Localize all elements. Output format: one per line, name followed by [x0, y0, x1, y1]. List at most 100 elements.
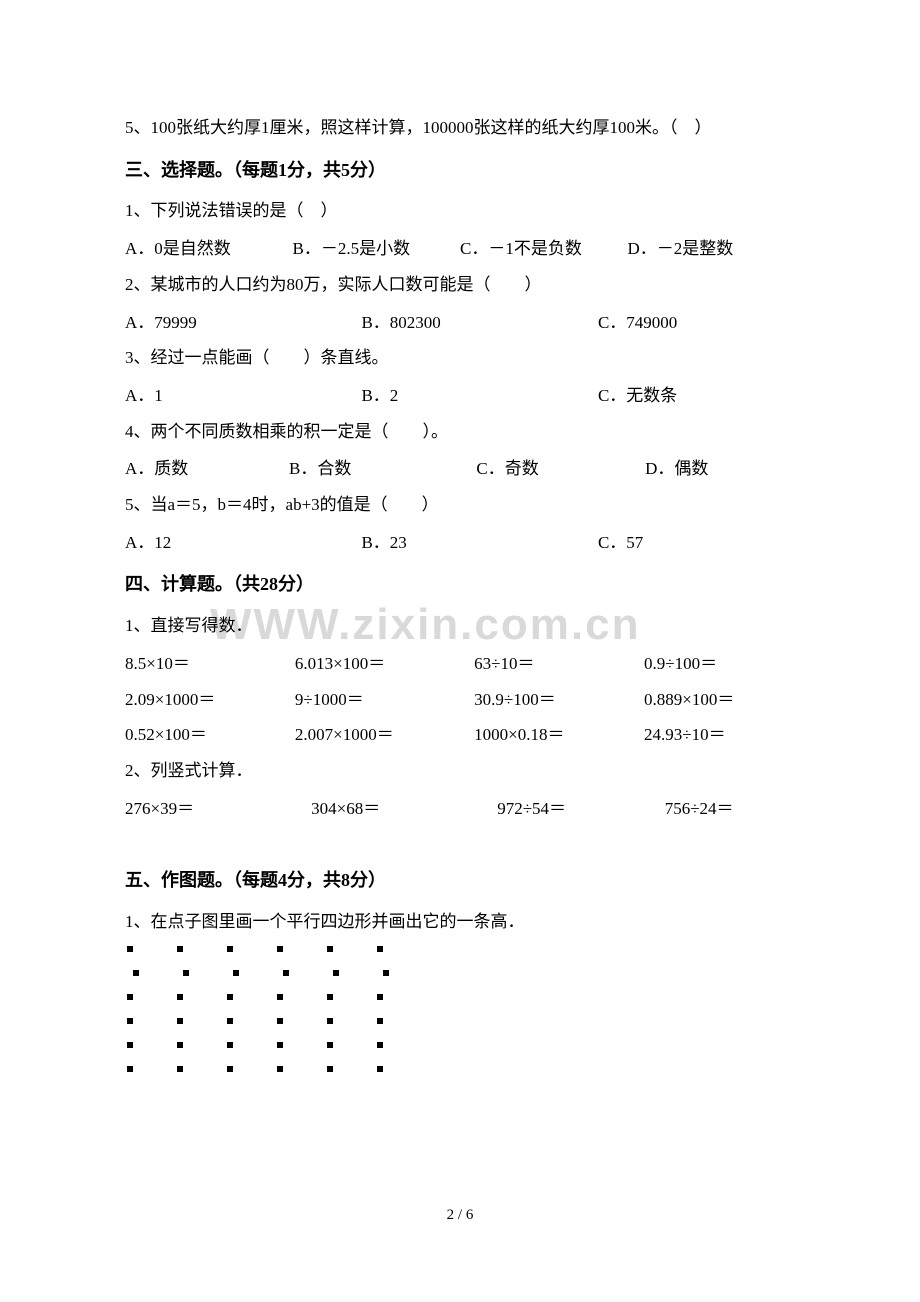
choice-3-3-a: A．1 — [125, 378, 361, 414]
dot-row — [125, 1066, 795, 1072]
choice-3-1-b: B．－2.5是小数 — [293, 231, 461, 267]
dot — [177, 1042, 183, 1048]
question-3-3: 3、经过一点能画（ ）条直线。 — [125, 340, 795, 376]
choice-3-4-c: C．奇数 — [476, 451, 645, 487]
choice-3-3-b: B．2 — [361, 378, 597, 414]
dot-row — [125, 970, 795, 976]
dot — [133, 970, 139, 976]
dot — [127, 1018, 133, 1024]
question-3-1: 1、下列说法错误的是（ ） — [125, 193, 795, 229]
dot — [327, 1042, 333, 1048]
vertical-calc-row: 276×39＝ 304×68＝ 972÷54＝ 756÷24＝ — [125, 791, 795, 827]
calc-row-2: 2.09×1000＝ 9÷1000＝ 30.9÷100＝ 0.889×100＝ — [125, 682, 795, 718]
question-3-4: 4、两个不同质数相乘的积一定是（ ）。 — [125, 414, 795, 450]
dot — [327, 994, 333, 1000]
section-5-heading: 五、作图题。（每题4分，共8分） — [125, 862, 795, 900]
dot-grid — [125, 946, 795, 1072]
dot — [127, 946, 133, 952]
dot-row — [125, 1042, 795, 1048]
question-3-5: 5、当a＝5，b＝4时，ab+3的值是（ ） — [125, 487, 795, 523]
section-3-heading: 三、选择题。（每题1分，共5分） — [125, 152, 795, 190]
dot — [277, 1042, 283, 1048]
question-4-2: 2、列竖式计算． — [125, 753, 795, 789]
question-5-1: 1、在点子图里画一个平行四边形并画出它的一条高． — [125, 904, 795, 940]
calc-r1c1: 8.5×10＝ — [125, 646, 295, 682]
dot — [177, 1018, 183, 1024]
dot — [177, 994, 183, 1000]
spacing — [125, 826, 795, 856]
dot — [183, 970, 189, 976]
dot-row — [125, 994, 795, 1000]
calc-r2c1: 2.09×1000＝ — [125, 682, 295, 718]
choice-3-2-a: A．79999 — [125, 305, 361, 341]
calc-row-3: 0.52×100＝ 2.007×1000＝ 1000×0.18＝ 24.93÷1… — [125, 717, 795, 753]
vert-3: 972÷54＝ — [497, 791, 665, 827]
calc-r2c3: 30.9÷100＝ — [474, 682, 644, 718]
dot — [377, 994, 383, 1000]
dot — [277, 1018, 283, 1024]
page-footer: 2 / 6 — [0, 1207, 920, 1224]
calc-r2c2: 9÷1000＝ — [295, 682, 474, 718]
choice-3-3-c: C．无数条 — [598, 378, 795, 414]
dot — [227, 1066, 233, 1072]
dot — [377, 1042, 383, 1048]
dot — [177, 946, 183, 952]
page-content: 5、100张纸大约厚1厘米，照这样计算，100000张这样的纸大约厚100米。（… — [0, 0, 920, 1072]
dot-row — [125, 946, 795, 952]
question-4-1: 1、直接写得数． — [125, 608, 795, 644]
question-2-5: 5、100张纸大约厚1厘米，照这样计算，100000张这样的纸大约厚100米。（… — [125, 110, 795, 146]
dot — [233, 970, 239, 976]
question-3-2: 2、某城市的人口约为80万，实际人口数可能是（ ） — [125, 267, 795, 303]
question-3-1-choices: A．0是自然数 B．－2.5是小数 C．－1不是负数 D．－2是整数 — [125, 231, 795, 267]
choice-3-1-c: C．－1不是负数 — [460, 231, 628, 267]
choice-3-4-a: A．质数 — [125, 451, 289, 487]
calc-r3c4: 24.93÷10＝ — [644, 717, 795, 753]
calc-r1c2: 6.013×100＝ — [295, 646, 474, 682]
calc-r2c4: 0.889×100＝ — [644, 682, 795, 718]
dot — [127, 1066, 133, 1072]
dot — [377, 1018, 383, 1024]
dot — [327, 1018, 333, 1024]
calc-r3c1: 0.52×100＝ — [125, 717, 295, 753]
calc-r3c3: 1000×0.18＝ — [474, 717, 644, 753]
dot-row — [125, 1018, 795, 1024]
dot — [277, 1066, 283, 1072]
choice-3-4-b: B．合数 — [289, 451, 476, 487]
choice-3-2-c: C．749000 — [598, 305, 795, 341]
choice-3-5-a: A．12 — [125, 525, 361, 561]
calc-r3c2: 2.007×1000＝ — [295, 717, 474, 753]
dot — [277, 994, 283, 1000]
dot — [127, 994, 133, 1000]
dot — [127, 1042, 133, 1048]
calc-r1c4: 0.9÷100＝ — [644, 646, 795, 682]
dot — [283, 970, 289, 976]
dot — [227, 946, 233, 952]
dot — [383, 970, 389, 976]
question-3-3-choices: A．1 B．2 C．无数条 — [125, 378, 795, 414]
vert-2: 304×68＝ — [311, 791, 497, 827]
calc-row-1: 8.5×10＝ 6.013×100＝ 63÷10＝ 0.9÷100＝ — [125, 646, 795, 682]
choice-3-1-d: D．－2是整数 — [628, 231, 796, 267]
dot — [227, 1042, 233, 1048]
dot — [327, 1066, 333, 1072]
choice-3-5-c: C．57 — [598, 525, 795, 561]
section-4-heading: 四、计算题。（共28分） — [125, 566, 795, 604]
dot — [227, 994, 233, 1000]
choice-3-2-b: B．802300 — [361, 305, 597, 341]
question-3-4-choices: A．质数 B．合数 C．奇数 D．偶数 — [125, 451, 795, 487]
dot — [227, 1018, 233, 1024]
choice-3-5-b: B．23 — [361, 525, 597, 561]
vert-4: 756÷24＝ — [665, 791, 795, 827]
vert-1: 276×39＝ — [125, 791, 311, 827]
dot — [327, 946, 333, 952]
calc-r1c3: 63÷10＝ — [474, 646, 644, 682]
choice-3-4-d: D．偶数 — [645, 451, 795, 487]
dot — [377, 1066, 383, 1072]
dot — [377, 946, 383, 952]
question-3-2-choices: A．79999 B．802300 C．749000 — [125, 305, 795, 341]
dot — [177, 1066, 183, 1072]
question-3-5-choices: A．12 B．23 C．57 — [125, 525, 795, 561]
choice-3-1-a: A．0是自然数 — [125, 231, 293, 267]
dot — [333, 970, 339, 976]
dot — [277, 946, 283, 952]
